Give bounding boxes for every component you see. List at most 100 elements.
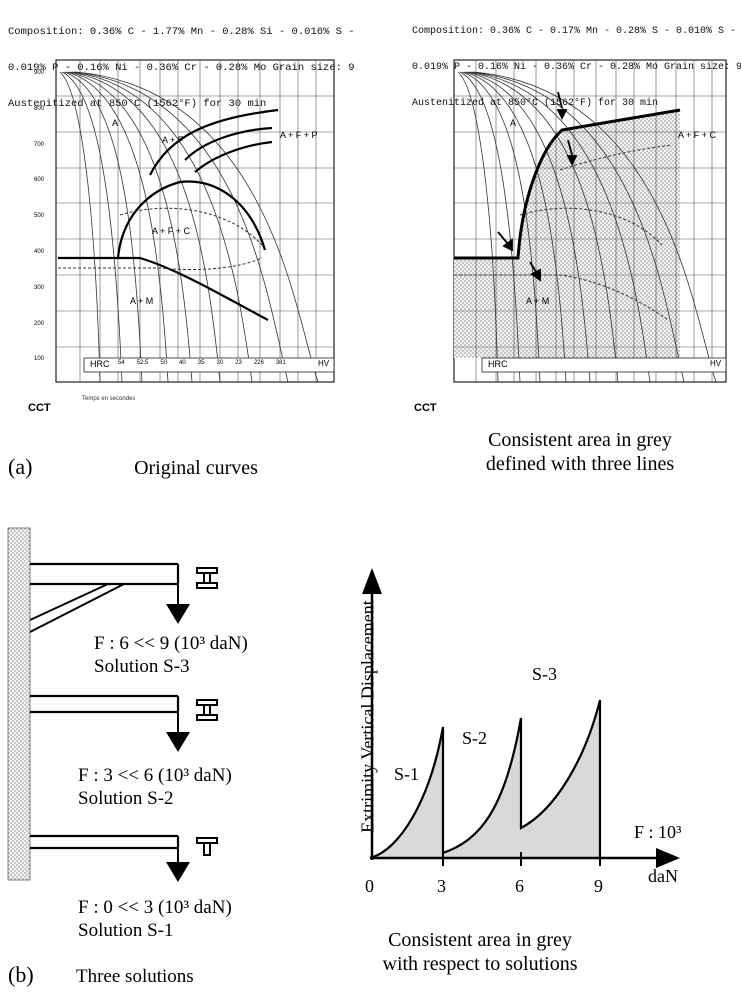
x-tick-label-0: 0 — [365, 876, 374, 896]
solutions-curve — [369, 699, 602, 860]
left-header-line-3: Austenitized at 850°C (1562°F) for 30 mi… — [8, 98, 267, 110]
left-cct-label: CCT — [28, 402, 51, 414]
x-axis-label-unit: daN — [648, 866, 678, 886]
solution-s1-name: Solution S-1 — [78, 920, 174, 941]
left-caption: Original curves — [134, 457, 258, 479]
right-phase-a: A — [510, 118, 517, 128]
right-composition-header: Composition: 0.36% C - 0.17% Mn - 0.28% … — [412, 2, 741, 122]
i-section-icon-s3 — [196, 567, 218, 589]
left-composition-header: Composition: 0.36% C - 1.77% Mn - 0.28% … — [8, 2, 355, 122]
hrc-value: 381 — [275, 360, 286, 366]
hrc-value: 35 — [197, 360, 205, 366]
left-plot-frame — [55, 59, 335, 383]
t-section-icon-s1 — [196, 837, 218, 856]
right-phase-am: A + M — [526, 296, 550, 306]
hrc-value: 50 — [160, 360, 168, 366]
left-y-tick: 500 — [34, 213, 45, 220]
x-axis-arrow — [656, 848, 680, 868]
right-cct-label: CCT — [414, 402, 437, 414]
left-hrc-row — [83, 357, 335, 373]
hrc-value: 54 — [118, 360, 125, 366]
right-dashed-lines — [454, 144, 673, 321]
graph-caption: Consistent area in grey with respect to … — [330, 928, 630, 976]
y-axis-arrow — [362, 568, 382, 594]
structure-diagram — [7, 527, 218, 882]
panel-a-letter: (a) — [8, 454, 33, 479]
right-grey-area — [454, 110, 680, 358]
beam-s3 — [29, 562, 190, 633]
hrc-value: 23 — [235, 360, 242, 366]
left-v-grid — [79, 60, 317, 382]
left-hv-label: HV — [318, 359, 330, 368]
left-y-tick: 300 — [34, 284, 45, 291]
hrc-value: 226 — [253, 360, 264, 366]
left-y-tick: 100 — [34, 356, 45, 363]
wall-support — [7, 527, 31, 881]
solution-s2-text: F : 3 << 6 (10³ daN) Solution S-2 — [78, 764, 232, 810]
displacement-graph — [362, 568, 680, 868]
panel-b-caption: Three solutions — [76, 966, 194, 987]
left-y-tick: 600 — [34, 177, 45, 184]
graph-caption-line-2: with respect to solutions — [382, 953, 578, 975]
left-header-line-1: Composition: 0.36% C - 1.77% Mn - 0.28% … — [8, 26, 355, 38]
left-dashed-lines — [58, 207, 263, 271]
right-caption-line-2: defined with three lines — [485, 453, 675, 475]
grey-consistent-area — [370, 700, 600, 858]
solution-s3-name: Solution S-3 — [94, 656, 190, 677]
right-hrc-label: HRC — [488, 359, 508, 369]
left-hrc-values: 54 52.5 50 40 35 30 23 226 381 — [118, 360, 286, 366]
left-phase-am: A + M — [130, 296, 154, 306]
left-y-tick: 800 — [34, 105, 45, 112]
left-phase-a: A — [112, 118, 119, 128]
left-x-axis-label: Temps en secondes — [82, 396, 136, 402]
y-axis-label: Extrimity Vertical Displacement — [357, 600, 378, 833]
hrc-value: 40 — [179, 360, 186, 366]
solution-s1-force: F : 0 << 3 (10³ daN) — [78, 897, 232, 918]
segment-label-s1: S-1 — [394, 764, 420, 784]
force-arrow-s3 — [166, 604, 190, 624]
force-arrow-s1 — [166, 862, 190, 882]
left-hrc-label: HRC — [90, 359, 110, 369]
right-header-line-2: 0.019% P - 0.16% Ni - 0.36% Cr - 0.28% M… — [412, 62, 741, 73]
left-y-tick: 900 — [34, 70, 45, 76]
right-caption: Consistent area in grey defined with thr… — [430, 428, 730, 476]
left-cct-diagram — [55, 59, 335, 383]
right-header-line-1: Composition: 0.36% C - 0.17% Mn - 0.28% … — [412, 26, 737, 37]
solution-s2-name: Solution S-2 — [78, 788, 174, 809]
right-hv-label: HV — [710, 359, 722, 368]
solution-s3-text: F : 6 << 9 (10³ daN) Solution S-3 — [94, 632, 248, 678]
left-phase-boundaries — [58, 108, 279, 321]
solution-s3-force: F : 6 << 9 (10³ daN) — [94, 633, 248, 654]
left-phase-afc: A + F + C — [152, 226, 191, 236]
segment-label-s3: S-3 — [532, 664, 558, 684]
solution-s2-force: F : 3 << 6 (10³ daN) — [78, 765, 232, 786]
left-cooling-curves — [59, 71, 319, 383]
left-y-ticks: 900 800 700 600 500 400 300 200 100 — [34, 56, 44, 378]
left-y-tick: 700 — [34, 141, 45, 148]
beam-s1 — [30, 834, 190, 882]
solution-s1-text: F : 0 << 3 (10³ daN) Solution S-1 — [78, 896, 232, 942]
right-cct-diagram — [453, 59, 727, 383]
x-axis-label-top: F : 10³ — [634, 822, 682, 842]
left-y-tick: 400 — [34, 248, 45, 255]
right-defining-lines — [454, 108, 681, 260]
hrc-value: 30 — [216, 360, 224, 366]
panel-b-letter: (b) — [8, 962, 34, 987]
force-arrow-s2 — [166, 732, 190, 752]
right-hrc-row — [481, 357, 727, 373]
graph-caption-line-1: Consistent area in grey — [388, 929, 572, 951]
x-tick-label-3: 3 — [437, 876, 446, 896]
right-caption-line-1: Consistent area in grey — [488, 429, 672, 451]
right-arrow-markers — [497, 91, 578, 282]
beam-s2 — [30, 694, 190, 752]
x-tick-label-6: 6 — [515, 876, 524, 896]
left-phase-af: A + F — [162, 135, 184, 145]
left-phase-afp: A + F + P — [280, 130, 318, 140]
x-tick-label-9: 9 — [594, 876, 603, 896]
segment-label-s2: S-2 — [462, 728, 488, 748]
i-section-icon-s2 — [196, 699, 218, 721]
right-cooling-curves — [457, 71, 717, 383]
right-header-line-3: Austenitized at 850°C (1562°F) for 30 mi… — [412, 98, 659, 109]
left-header-line-2: 0.019% P - 0.16% Ni - 0.36% Cr - 0.28% M… — [8, 62, 355, 74]
